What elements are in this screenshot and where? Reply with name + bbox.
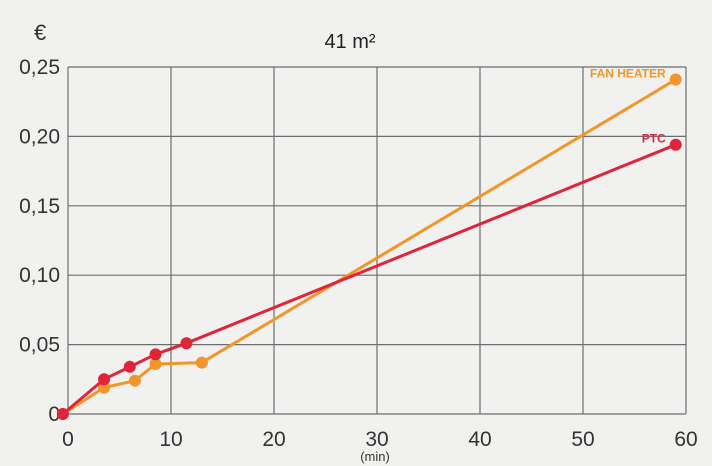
data-point-ptc <box>149 348 162 361</box>
data-point-ptc <box>123 360 136 373</box>
x-axis-unit: (min) <box>360 449 390 464</box>
y-tick-label: 0,25 <box>19 56 60 79</box>
series: FAN HEATER PTC <box>56 66 682 420</box>
data-point-ptc <box>56 408 69 420</box>
x-tick-label: 20 <box>262 428 285 451</box>
data-point-fan-heater <box>669 73 682 86</box>
data-point-ptc <box>669 138 682 151</box>
data-point-ptc <box>98 373 111 386</box>
y-axis-unit: € <box>34 20 46 45</box>
y-tick-label: 0,05 <box>19 334 60 357</box>
chart-title: 41 m² <box>324 31 375 53</box>
series-label-ptc: PTC <box>642 132 666 146</box>
x-tick-label: 40 <box>468 428 491 451</box>
x-tick-label: 60 <box>674 428 697 451</box>
series-label-fan-heater: FAN HEATER <box>590 66 666 80</box>
y-tick-label: 0 <box>48 403 60 426</box>
series-line-fan-heater <box>62 78 677 416</box>
data-point-fan-heater <box>149 358 162 371</box>
data-point-ptc <box>180 337 193 350</box>
x-tick-label: 0 <box>62 428 74 451</box>
x-tick-label: 50 <box>571 428 594 451</box>
series-line-ptc <box>61 143 677 416</box>
grid <box>67 66 687 415</box>
y-tick-label: 0,10 <box>19 264 60 287</box>
data-point-fan-heater <box>195 356 208 369</box>
labels: 41 m² € (min) <box>34 20 390 464</box>
axes: 0 10 20 30 40 50 60 0 0,05 0,10 0,15 0,20 0,25 <box>19 56 698 451</box>
y-tick-label: 0,15 <box>19 195 60 218</box>
data-point-fan-heater <box>128 374 141 387</box>
y-tick-label: 0,20 <box>19 125 60 148</box>
x-tick-label: 30 <box>365 428 388 451</box>
data-point-fan-heater <box>98 381 111 394</box>
x-tick-label: 10 <box>159 428 182 451</box>
